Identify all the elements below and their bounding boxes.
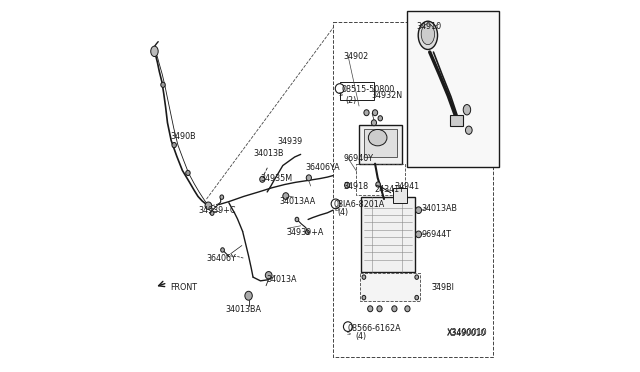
- Ellipse shape: [465, 126, 472, 134]
- Ellipse shape: [415, 275, 419, 279]
- Ellipse shape: [172, 142, 177, 148]
- Ellipse shape: [283, 193, 289, 199]
- Ellipse shape: [161, 82, 165, 87]
- Ellipse shape: [378, 116, 383, 121]
- Ellipse shape: [344, 322, 353, 331]
- Text: 34910: 34910: [417, 22, 442, 31]
- Bar: [450, 115, 463, 126]
- Text: 36406Y: 36406Y: [207, 254, 236, 263]
- Ellipse shape: [405, 306, 410, 312]
- Text: S: S: [339, 92, 342, 97]
- Ellipse shape: [266, 272, 272, 279]
- Text: X3490010: X3490010: [447, 328, 487, 337]
- Ellipse shape: [344, 182, 349, 188]
- Ellipse shape: [371, 120, 376, 126]
- Ellipse shape: [331, 199, 340, 209]
- Ellipse shape: [392, 306, 397, 312]
- Bar: [361, 197, 415, 272]
- Text: 34939+A: 34939+A: [287, 228, 324, 237]
- Text: 08IA6-8201A: 08IA6-8201A: [334, 200, 385, 209]
- Text: 08566-6162A: 08566-6162A: [348, 324, 401, 333]
- Ellipse shape: [221, 248, 225, 252]
- Ellipse shape: [463, 105, 470, 115]
- Text: 34013BA: 34013BA: [225, 305, 261, 314]
- Bar: [360, 273, 420, 301]
- Bar: [364, 129, 397, 157]
- Ellipse shape: [415, 207, 422, 214]
- Ellipse shape: [372, 110, 378, 116]
- Text: 34941: 34941: [394, 182, 420, 191]
- Text: 3490B: 3490B: [170, 132, 196, 141]
- Ellipse shape: [376, 182, 380, 187]
- Text: 36406YA: 36406YA: [305, 163, 340, 172]
- Text: 34013AA: 34013AA: [279, 197, 316, 206]
- Text: 34918: 34918: [344, 182, 369, 191]
- Text: 24341Y: 24341Y: [374, 185, 404, 194]
- Ellipse shape: [205, 202, 212, 209]
- Ellipse shape: [151, 46, 158, 57]
- Bar: [356, 164, 405, 195]
- Text: 34939+C: 34939+C: [198, 206, 236, 215]
- Text: (2): (2): [345, 96, 356, 105]
- Text: 34939: 34939: [277, 137, 303, 146]
- Bar: [340, 82, 374, 100]
- Ellipse shape: [220, 195, 223, 199]
- Text: 96944T: 96944T: [421, 230, 451, 239]
- Text: 96940Y: 96940Y: [344, 154, 373, 163]
- Ellipse shape: [362, 295, 365, 300]
- Bar: [333, 22, 493, 357]
- Ellipse shape: [362, 275, 365, 279]
- Ellipse shape: [415, 295, 419, 300]
- Ellipse shape: [305, 230, 309, 234]
- Text: 08515-50800: 08515-50800: [342, 85, 395, 94]
- Ellipse shape: [260, 176, 265, 182]
- Ellipse shape: [295, 217, 299, 222]
- Ellipse shape: [306, 175, 312, 181]
- Ellipse shape: [421, 24, 435, 45]
- Ellipse shape: [369, 129, 387, 146]
- Ellipse shape: [415, 231, 422, 238]
- Text: S: S: [347, 331, 351, 336]
- Text: X3490010: X3490010: [447, 329, 486, 338]
- Bar: [408, 11, 499, 167]
- Text: FRONT: FRONT: [170, 283, 198, 292]
- Ellipse shape: [245, 291, 252, 300]
- Text: (4): (4): [338, 208, 349, 217]
- Text: 349BI: 349BI: [431, 283, 454, 292]
- Ellipse shape: [418, 21, 438, 49]
- Text: 34935M: 34935M: [260, 174, 292, 183]
- Text: 34013AB: 34013AB: [421, 204, 457, 213]
- Text: B: B: [334, 207, 339, 212]
- Text: 34902: 34902: [344, 52, 369, 61]
- Ellipse shape: [335, 84, 344, 93]
- Ellipse shape: [377, 306, 382, 312]
- Text: (4): (4): [355, 332, 366, 341]
- Text: 34013A: 34013A: [266, 275, 296, 284]
- Ellipse shape: [367, 306, 373, 312]
- Text: 34932N: 34932N: [371, 91, 403, 100]
- Ellipse shape: [186, 170, 190, 176]
- Ellipse shape: [364, 110, 369, 116]
- Ellipse shape: [211, 211, 214, 215]
- Bar: [359, 125, 402, 164]
- Text: 34013B: 34013B: [254, 149, 284, 158]
- Bar: [392, 188, 408, 203]
